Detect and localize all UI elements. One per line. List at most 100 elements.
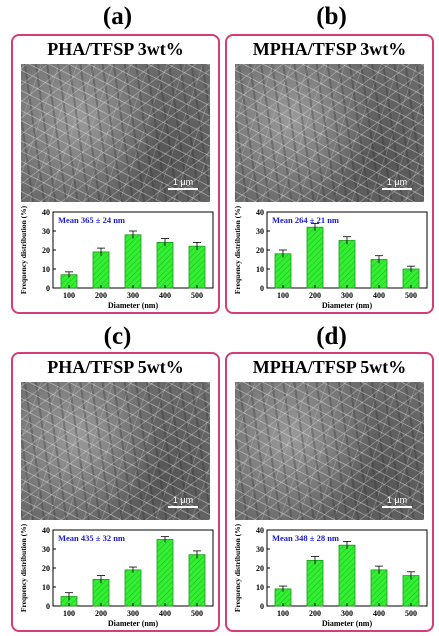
- y-axis-label: Frequency distribution (%): [233, 523, 242, 612]
- x-tick-label: 300: [341, 609, 353, 618]
- x-tick-label: 300: [127, 291, 139, 300]
- x-tick-label: 500: [191, 609, 203, 618]
- scale-bar: [382, 188, 412, 190]
- panel-frame: PHA/TFSP 5wt% 1 μm 0 10 20 30 40 100 200 300 400…: [11, 352, 220, 632]
- x-axis-label: Diameter (nm): [108, 619, 159, 628]
- y-tick-label: 20: [42, 246, 50, 255]
- y-tick-label: 20: [256, 564, 264, 573]
- sem-micrograph: 1 μm: [235, 382, 424, 520]
- y-axis-label: Frequency distribution (%): [233, 205, 242, 294]
- scale-bar: [382, 506, 412, 508]
- panel-label: (a): [102, 3, 133, 30]
- mean-annotation: Mean 435 ± 32 nm: [58, 533, 125, 543]
- bar: [188, 554, 206, 607]
- x-tick-label: 400: [159, 291, 171, 300]
- sample-title: PHA/TFSP 5wt%: [47, 357, 184, 377]
- y-tick-label: 20: [256, 246, 264, 255]
- y-tick-label: 10: [256, 265, 264, 274]
- scale-bar: [168, 506, 198, 508]
- bar: [402, 575, 420, 607]
- x-tick-label: 300: [127, 609, 139, 618]
- y-tick-label: 40: [256, 526, 264, 535]
- panel-label: (b): [316, 3, 347, 30]
- x-axis-label: Diameter (nm): [108, 301, 159, 310]
- x-axis-label: Diameter (nm): [322, 301, 373, 310]
- bar: [156, 539, 174, 607]
- bar: [92, 579, 110, 607]
- x-tick-label: 200: [95, 609, 107, 618]
- scale-bar-label: 1 μm: [172, 177, 194, 187]
- histogram: 0 10 20 30 40 100 200 300 400 500 Diameter (nm) Fre…: [233, 523, 428, 628]
- y-tick-label: 10: [256, 583, 264, 592]
- bar: [370, 259, 388, 289]
- scale-bar-label: 1 μm: [386, 177, 408, 187]
- sem-micrograph: 1 μm: [21, 382, 210, 520]
- y-tick-label: 40: [256, 208, 264, 217]
- panel-a: (a) PHA/TFSP 3wt% 1 μm 0 10 20 30 40 100 200 30…: [10, 0, 225, 318]
- panel-d: (d) MPHA/TFSP 5wt% 1 μm 0 10 20 30 40 100 200 3…: [224, 322, 439, 636]
- x-tick-label: 300: [341, 291, 353, 300]
- y-axis-label: Frequency distribution (%): [19, 523, 28, 612]
- sem-micrograph: 1 μm: [21, 64, 210, 202]
- y-tick-label: 30: [256, 227, 264, 236]
- y-tick-label: 40: [42, 526, 50, 535]
- histogram: 0 10 20 30 40 100 200 300 400 500 Diameter (nm) Fre…: [19, 523, 214, 628]
- y-axis-label: Frequency distribution (%): [19, 205, 28, 294]
- sample-title: MPHA/TFSP 5wt%: [252, 357, 407, 377]
- y-tick-label: 0: [46, 602, 50, 611]
- panel-b: (b) MPHA/TFSP 3wt% 1 μm 0 10 20 30 40 100 200 3…: [224, 0, 439, 318]
- x-tick-label: 400: [373, 609, 385, 618]
- panel-frame: PHA/TFSP 3wt% 1 μm 0 10 20 30 40 100 200 300 400…: [11, 34, 220, 314]
- bar: [92, 251, 110, 289]
- y-tick-label: 30: [42, 545, 50, 554]
- scale-bar-label: 1 μm: [172, 495, 194, 505]
- x-tick-label: 100: [277, 291, 289, 300]
- x-tick-label: 200: [309, 609, 321, 618]
- bar: [274, 253, 292, 289]
- x-axis-label: Diameter (nm): [322, 619, 373, 628]
- y-tick-label: 0: [260, 284, 264, 293]
- y-tick-label: 10: [42, 265, 50, 274]
- y-tick-label: 30: [42, 227, 50, 236]
- x-tick-label: 100: [277, 609, 289, 618]
- y-tick-label: 0: [46, 284, 50, 293]
- y-tick-label: 10: [42, 583, 50, 592]
- histogram: 0 10 20 30 40 100 200 300 400 500 Diameter (nm) Fre…: [233, 205, 428, 310]
- scale-bar-label: 1 μm: [386, 495, 408, 505]
- bar: [124, 234, 142, 289]
- x-tick-label: 100: [63, 291, 75, 300]
- y-tick-label: 20: [42, 564, 50, 573]
- x-tick-label: 500: [405, 291, 417, 300]
- histogram: 0 10 20 30 40 100 200 300 400 500 Diameter (nm) Fre…: [19, 205, 214, 310]
- mean-annotation: Mean 348 ± 28 nm: [272, 533, 339, 543]
- bar: [156, 242, 174, 289]
- scale-bar: [168, 188, 198, 190]
- bar: [370, 569, 388, 607]
- bar: [306, 560, 324, 607]
- panel-frame: MPHA/TFSP 5wt% 1 μm 0 10 20 30 40 100 200 300 40…: [225, 352, 434, 632]
- panel-label: (d): [316, 323, 347, 350]
- panel-frame: MPHA/TFSP 3wt% 1 μm 0 10 20 30 40 100 200 300 40…: [225, 34, 434, 314]
- bar: [124, 569, 142, 607]
- bar: [338, 240, 356, 289]
- sem-micrograph: 1 μm: [235, 64, 424, 202]
- sample-title: PHA/TFSP 3wt%: [47, 39, 184, 59]
- y-tick-label: 40: [42, 208, 50, 217]
- bar: [188, 245, 206, 289]
- x-tick-label: 500: [405, 609, 417, 618]
- x-tick-label: 500: [191, 291, 203, 300]
- panel-label: (c): [103, 323, 132, 350]
- y-tick-label: 0: [260, 602, 264, 611]
- x-tick-label: 200: [95, 291, 107, 300]
- y-tick-label: 30: [256, 545, 264, 554]
- mean-annotation: Mean 264 ± 21 nm: [272, 215, 339, 225]
- sample-title: MPHA/TFSP 3wt%: [252, 39, 407, 59]
- bar: [338, 544, 356, 607]
- panel-c: (c) PHA/TFSP 5wt% 1 μm 0 10 20 30 40 100 200 30…: [10, 322, 225, 636]
- x-tick-label: 400: [373, 291, 385, 300]
- bar: [306, 226, 324, 289]
- x-tick-label: 100: [63, 609, 75, 618]
- mean-annotation: Mean 365 ± 24 nm: [58, 215, 125, 225]
- x-tick-label: 400: [159, 609, 171, 618]
- x-tick-label: 200: [309, 291, 321, 300]
